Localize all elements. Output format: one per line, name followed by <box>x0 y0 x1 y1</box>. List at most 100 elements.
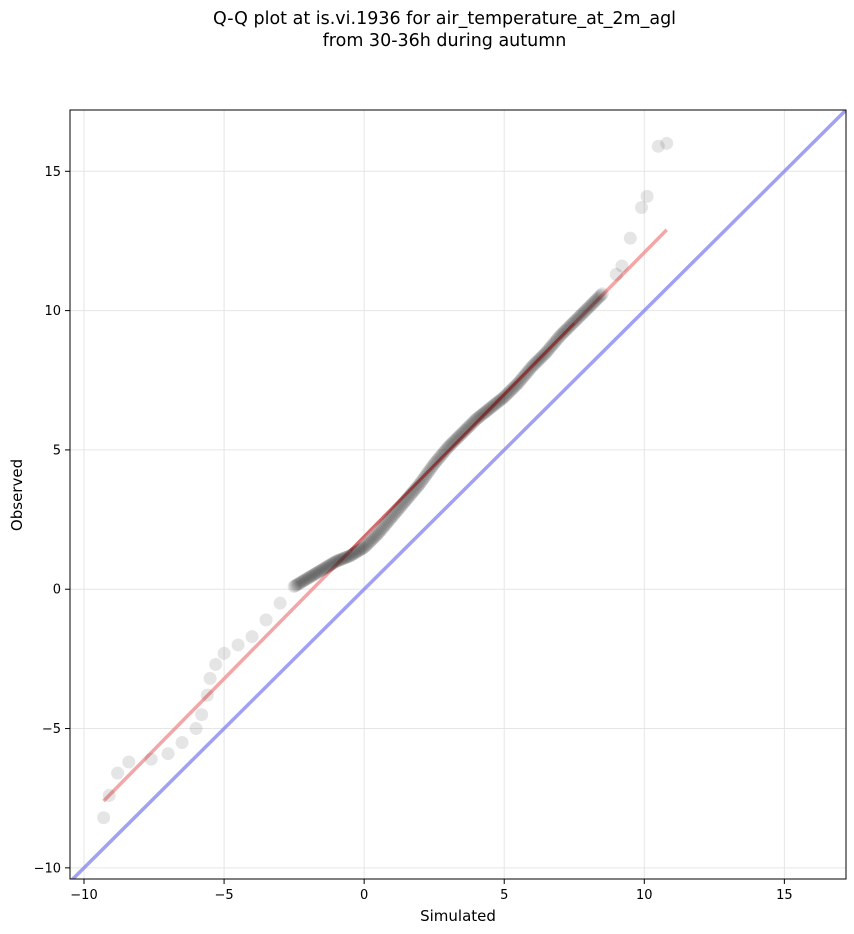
qq-point <box>588 294 602 308</box>
qq-point <box>452 429 466 443</box>
qq-point <box>392 501 406 515</box>
qq-point <box>513 374 527 388</box>
qq-point <box>556 326 570 340</box>
qq-point <box>590 292 604 306</box>
qq-point <box>562 320 576 334</box>
qq-point <box>592 290 606 304</box>
y-tick-label: 5 <box>53 443 61 458</box>
qq-point <box>324 558 338 572</box>
qq-point <box>415 474 429 488</box>
qq-point <box>380 516 394 530</box>
qq-point <box>552 330 566 344</box>
qq-point <box>329 554 343 568</box>
qq-point <box>347 546 361 560</box>
qq-point <box>651 139 665 153</box>
qq-point <box>310 566 324 580</box>
qq-point <box>507 380 521 394</box>
qq-point <box>455 426 469 440</box>
qq-point <box>361 536 375 550</box>
qq-point <box>525 359 539 373</box>
fit-line <box>102 228 668 803</box>
qq-point <box>367 531 381 545</box>
qq-point <box>566 316 580 330</box>
qq-point <box>615 259 629 273</box>
qq-point <box>343 549 357 563</box>
qq-point <box>353 543 367 557</box>
qq-point <box>634 201 648 215</box>
qq-point <box>550 332 564 346</box>
qq-point <box>319 560 333 574</box>
qq-point <box>259 613 273 627</box>
qq-point <box>504 383 518 397</box>
qq-point <box>368 529 382 543</box>
qq-point <box>111 766 125 780</box>
qq-point <box>461 421 475 435</box>
qq-point <box>508 379 522 393</box>
y-tick-label: −5 <box>42 722 61 737</box>
qq-point <box>203 671 217 685</box>
qq-point <box>492 394 506 408</box>
qq-point <box>479 404 493 418</box>
dense-fit-segment <box>349 322 576 552</box>
qq-point <box>357 540 371 554</box>
qq-point <box>473 409 487 423</box>
qq-point <box>440 442 454 456</box>
qq-point <box>501 386 515 400</box>
qq-point <box>384 511 398 525</box>
qq-point <box>437 445 451 459</box>
qq-point <box>441 440 455 454</box>
qq-point <box>336 552 350 566</box>
qq-point <box>231 638 245 652</box>
qq-point <box>535 350 549 364</box>
qq-point <box>413 476 427 490</box>
qq-point <box>402 490 416 504</box>
qq-point <box>403 488 417 502</box>
qq-point <box>434 448 448 462</box>
x-tick-label: 0 <box>360 888 368 903</box>
qq-point <box>315 563 329 577</box>
qq-point <box>304 569 318 583</box>
qq-point <box>536 348 550 362</box>
qq-point <box>584 298 598 312</box>
qq-point <box>360 538 374 552</box>
qq-point <box>338 551 352 565</box>
qq-point <box>447 435 461 449</box>
qq-point <box>417 471 431 485</box>
qq-point <box>573 309 587 323</box>
qq-point <box>326 556 340 570</box>
qq-point <box>331 554 345 568</box>
qq-point <box>294 575 308 589</box>
qq-point <box>273 596 287 610</box>
qq-point <box>293 576 307 590</box>
qq-point <box>480 403 494 417</box>
qq-point <box>399 493 413 507</box>
qq-point <box>102 788 116 802</box>
qq-point <box>290 578 304 592</box>
qq-point <box>444 437 458 451</box>
qq-point <box>577 305 591 319</box>
qq-point <box>496 391 510 405</box>
qq-point <box>564 318 578 332</box>
qq-point <box>339 550 353 564</box>
qq-point <box>485 400 499 414</box>
qq-point <box>542 342 556 356</box>
chart-title: Q-Q plot at is.vi.1936 for air_temperatu… <box>212 9 677 29</box>
qq-point <box>548 335 562 349</box>
qq-point <box>321 559 335 573</box>
qq-point <box>346 547 360 561</box>
qq-point <box>483 401 497 415</box>
qq-point <box>581 301 595 315</box>
qq-point <box>423 463 437 477</box>
qq-point <box>494 392 508 406</box>
qq-point <box>486 399 500 413</box>
qq-point <box>364 533 378 547</box>
qq-point <box>289 579 303 593</box>
qq-point <box>391 503 405 517</box>
qq-point <box>436 447 450 461</box>
qq-point <box>429 455 443 469</box>
dense-fit-line <box>349 322 576 552</box>
qq-point <box>354 542 368 556</box>
qq-point <box>370 528 384 542</box>
qq-point <box>371 527 385 541</box>
